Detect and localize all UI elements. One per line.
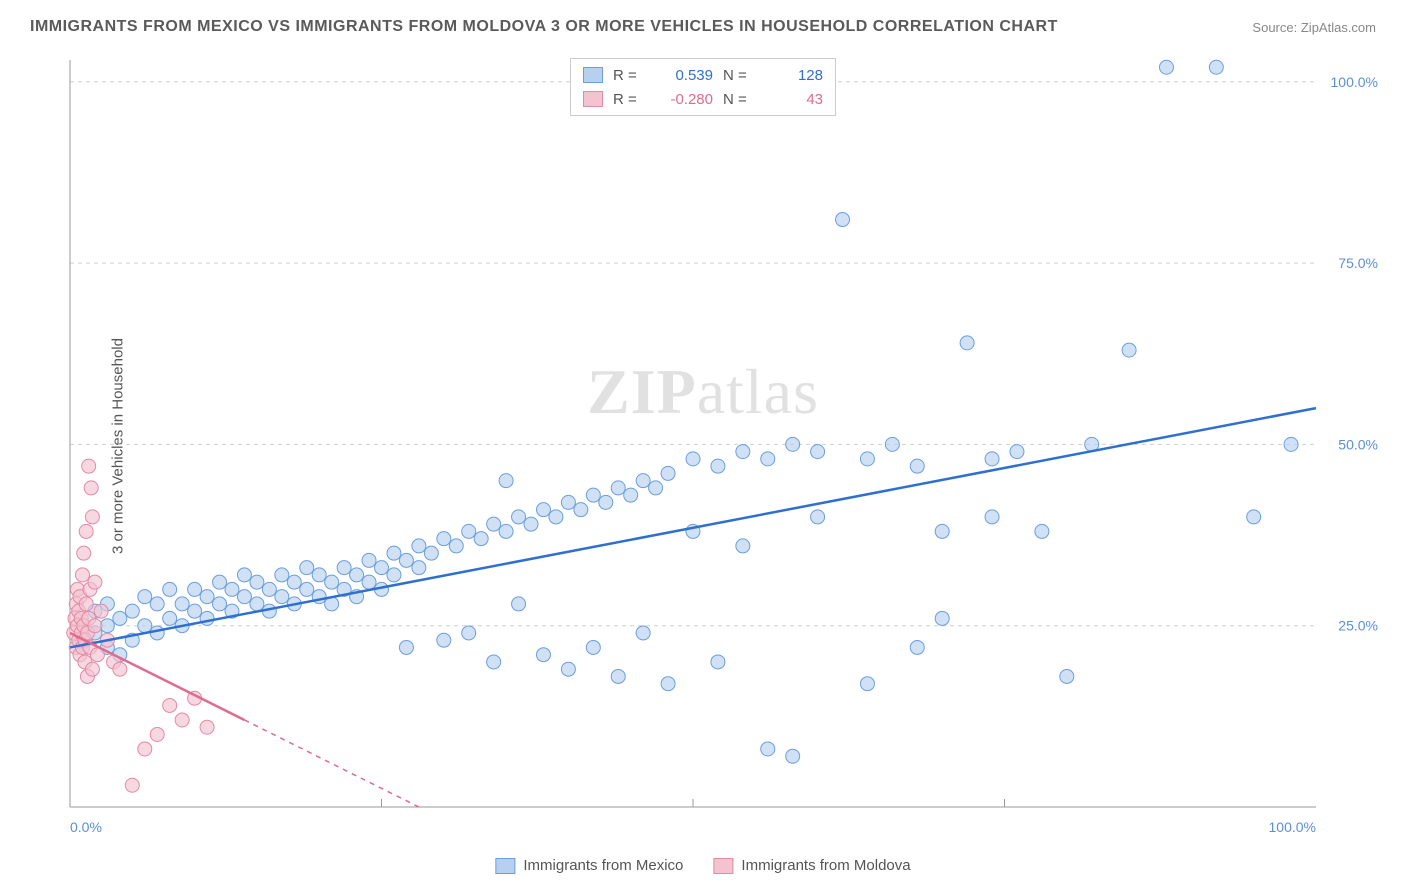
swatch-mexico — [583, 67, 603, 83]
swatch-mexico-bottom — [495, 858, 515, 874]
legend-label-moldova: Immigrants from Moldova — [741, 857, 910, 874]
legend-label-mexico: Immigrants from Mexico — [523, 857, 683, 874]
svg-text:100.0%: 100.0% — [1269, 819, 1316, 835]
svg-text:75.0%: 75.0% — [1338, 255, 1378, 271]
r-value-mexico: 0.539 — [653, 67, 713, 84]
source-link[interactable]: ZipAtlas.com — [1301, 20, 1376, 35]
correlation-legend: R = 0.539 N = 128 R = -0.280 N = 43 — [570, 58, 836, 116]
r-label: R = — [613, 91, 643, 108]
legend-item-moldova: Immigrants from Moldova — [713, 857, 910, 874]
legend-item-mexico: Immigrants from Mexico — [495, 857, 683, 874]
plot-area: 25.0% 50.0% 75.0% 100.0% 0.0% 100.0% — [65, 55, 1386, 837]
n-label: N = — [723, 67, 753, 84]
swatch-moldova — [583, 91, 603, 107]
svg-text:100.0%: 100.0% — [1331, 74, 1378, 90]
source-attribution: Source: ZipAtlas.com — [1252, 20, 1376, 35]
n-value-moldova: 43 — [763, 91, 823, 108]
svg-text:0.0%: 0.0% — [70, 819, 102, 835]
legend-row-mexico: R = 0.539 N = 128 — [583, 63, 823, 87]
swatch-moldova-bottom — [713, 858, 733, 874]
scatter-chart: 25.0% 50.0% 75.0% 100.0% 0.0% 100.0% — [65, 55, 1386, 837]
r-label: R = — [613, 67, 643, 84]
n-value-mexico: 128 — [763, 67, 823, 84]
legend-row-moldova: R = -0.280 N = 43 — [583, 87, 823, 111]
svg-text:25.0%: 25.0% — [1338, 618, 1378, 634]
series-legend: Immigrants from Mexico Immigrants from M… — [495, 857, 910, 874]
r-value-moldova: -0.280 — [653, 91, 713, 108]
source-label: Source: — [1252, 20, 1297, 35]
chart-title: IMMIGRANTS FROM MEXICO VS IMMIGRANTS FRO… — [30, 18, 1058, 36]
n-label: N = — [723, 91, 753, 108]
svg-text:50.0%: 50.0% — [1338, 436, 1378, 452]
